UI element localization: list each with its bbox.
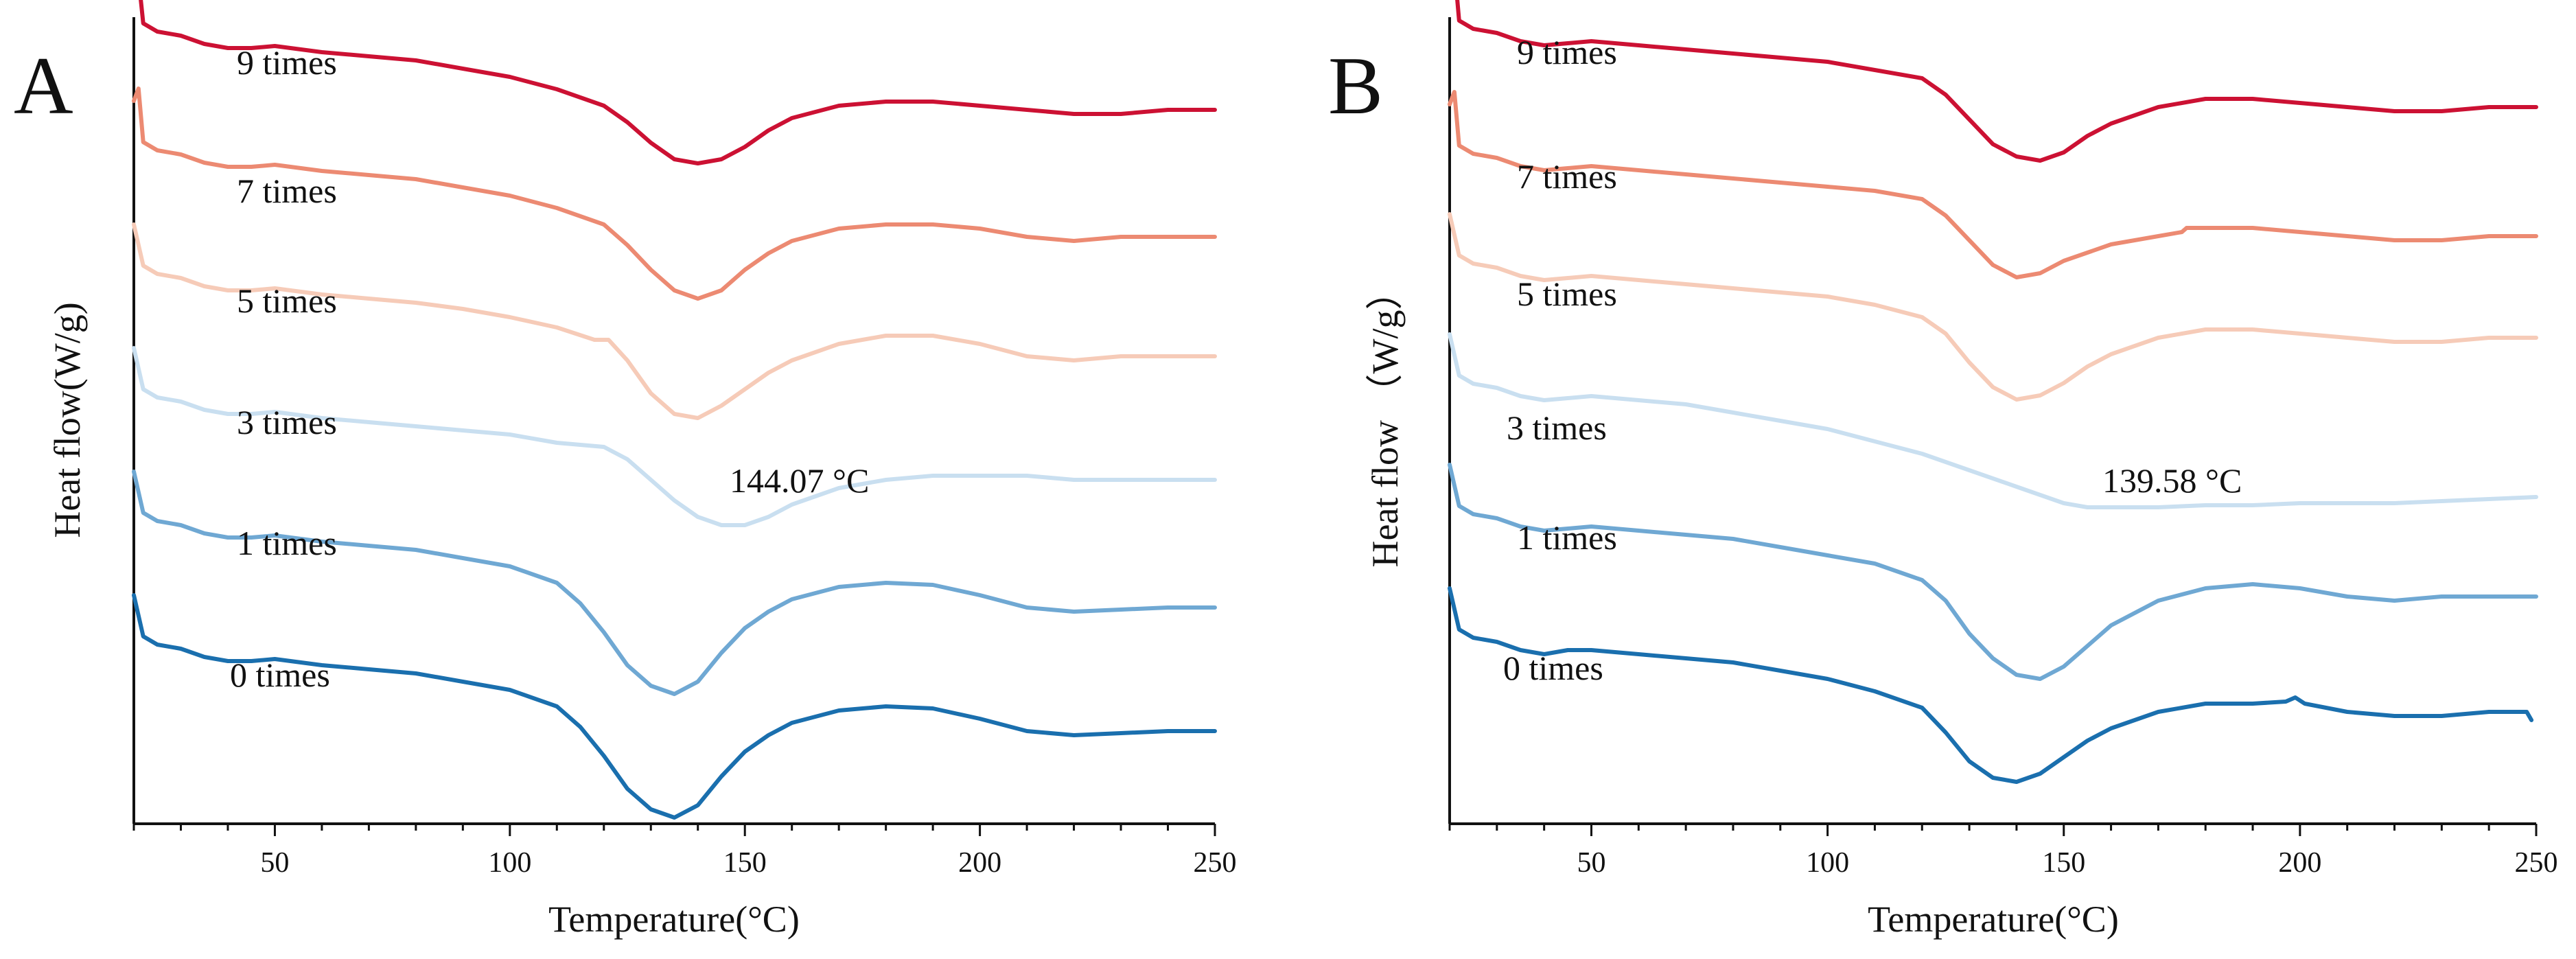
panel-a-series-line <box>132 470 1217 696</box>
panel-b-series-line <box>1448 332 2538 509</box>
panel-a-series-line <box>132 86 1217 301</box>
panel-a-x-tick-label: 250 <box>1194 847 1237 879</box>
panel-a-series-line <box>132 593 1217 820</box>
panel-a-series-label: 9 times <box>237 43 337 82</box>
panel-b-series-line <box>1448 463 2538 681</box>
panel-a-series-label: 7 times <box>237 172 337 210</box>
panel-b-y-axis-title: Heat flow （W/g） <box>1365 273 1406 568</box>
panel-a-y-axis-title: Heat flow(W/g) <box>47 302 88 538</box>
panel-a-x-axis-title: Temperature(°C) <box>548 899 800 940</box>
panel-b-series-line <box>1448 212 2538 402</box>
panel-a-x-tick-label: 150 <box>723 847 767 879</box>
panel-b-x-tick-label: 50 <box>1577 847 1605 879</box>
panel-b-series-line <box>1448 586 2534 784</box>
panel-a-series-label: 3 times <box>237 403 337 441</box>
panel-b-x-axis-title: Temperature(°C) <box>1868 899 2119 940</box>
panel-b-x-tick-label: 150 <box>2042 847 2085 879</box>
panel-a-series-line <box>132 346 1217 527</box>
panel-a-letter: A <box>14 40 73 131</box>
panel-a-series-label: 5 times <box>237 281 337 320</box>
panel-a-series-line <box>132 222 1217 420</box>
panel-b-series-label: 9 times <box>1517 33 1617 71</box>
panel-a-series-line <box>139 0 1217 165</box>
panel-b-series-label: 0 times <box>1503 649 1603 687</box>
panel-a: A 50 100 150 200 250 0 times 1 times 3 times 5 … <box>14 0 1237 940</box>
panel-b-series-label: 7 times <box>1517 157 1617 196</box>
panel-a-peak-annotation: 144.07 °C <box>730 461 869 500</box>
panel-b-series-label: 1 times <box>1517 518 1617 557</box>
panel-b-series-label: 3 times <box>1507 408 1607 447</box>
panel-a-series-label: 0 times <box>230 656 330 694</box>
panel-b-series-line <box>1455 0 2538 163</box>
panel-b-series-line <box>1448 90 2538 279</box>
panel-a-x-tick-label: 50 <box>260 847 289 879</box>
panel-a-x-tick-label: 100 <box>488 847 531 879</box>
panel-b-letter: B <box>1328 40 1383 131</box>
panel-b-x-tick-label: 100 <box>1806 847 1849 879</box>
panel-b-x-tick-label: 250 <box>2515 847 2558 879</box>
panel-b-peak-annotation: 139.58 °C <box>2102 461 2242 500</box>
panel-b: B 50 100 150 200 250 0 times 1 times 3 times 5 … <box>1328 0 2558 940</box>
panel-b-x-tick-label: 200 <box>2278 847 2321 879</box>
panel-b-series-label: 5 times <box>1517 275 1617 313</box>
panel-a-x-tick-label: 200 <box>958 847 1001 879</box>
panel-a-series-label: 1 times <box>237 524 337 562</box>
